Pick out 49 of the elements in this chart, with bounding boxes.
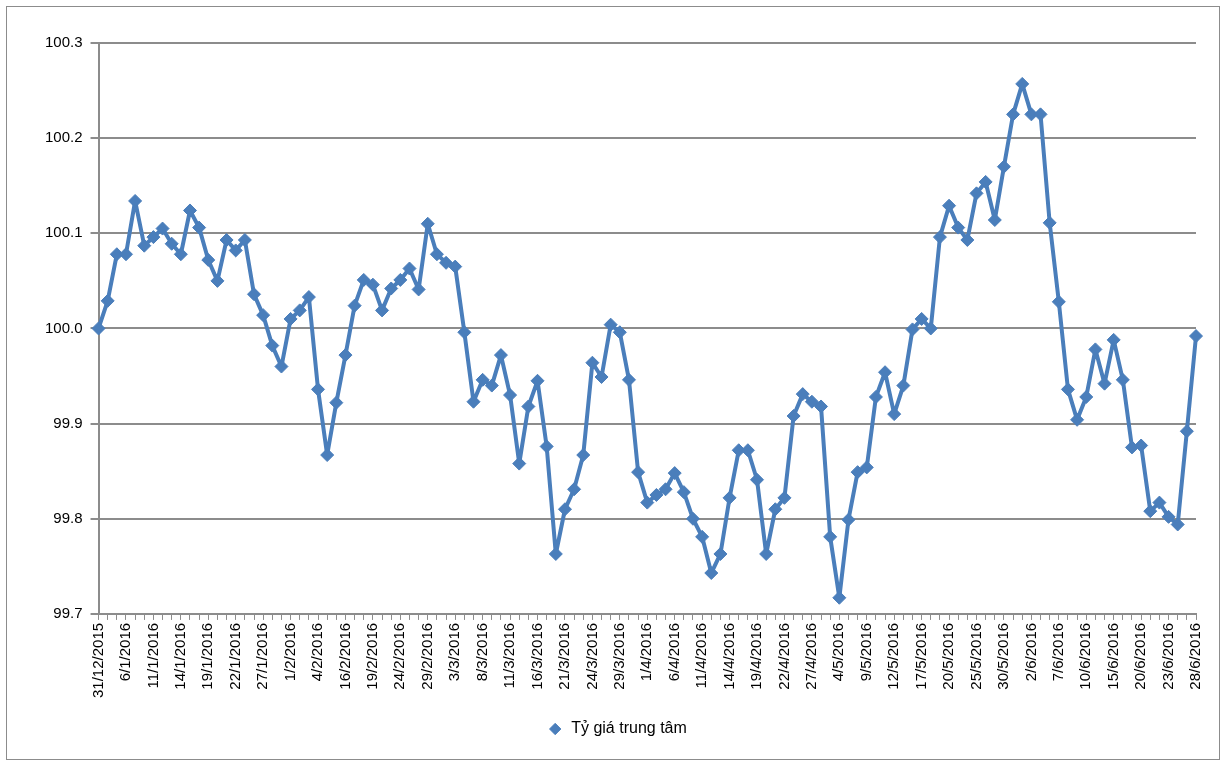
x-tick-label: 27/4/2016 bbox=[802, 622, 820, 690]
x-tick-label: 6/4/2016 bbox=[664, 622, 682, 682]
x-tick-label: 30/5/2016 bbox=[994, 622, 1012, 690]
y-tick-label: 99.7 bbox=[53, 604, 83, 622]
x-tick-label: 20/5/2016 bbox=[939, 622, 957, 690]
y-tick-label: 99.9 bbox=[53, 413, 83, 431]
x-tick-label: 23/6/2016 bbox=[1158, 622, 1176, 690]
x-tick-label: 12/5/2016 bbox=[884, 622, 902, 690]
x-tick-label: 3/3/2016 bbox=[445, 622, 463, 682]
y-tick-label: 100.3 bbox=[44, 33, 83, 51]
x-tick-label: 10/6/2016 bbox=[1076, 622, 1094, 690]
x-tick-label: 28/6/2016 bbox=[1186, 622, 1204, 690]
x-tick-label: 2/6/2016 bbox=[1021, 622, 1039, 682]
y-tick-label: 99.8 bbox=[53, 508, 83, 526]
x-tick-label: 14/1/2016 bbox=[170, 622, 188, 690]
x-tick-label: 16/2/2016 bbox=[335, 622, 353, 690]
y-tick-label: 100.2 bbox=[44, 128, 83, 146]
x-tick-label: 19/2/2016 bbox=[363, 622, 381, 690]
x-tick-label: 24/2/2016 bbox=[390, 622, 408, 690]
x-tick-label: 16/3/2016 bbox=[527, 622, 545, 690]
x-tick-label: 14/4/2016 bbox=[719, 622, 737, 690]
x-tick-label: 19/1/2016 bbox=[198, 622, 216, 690]
x-tick-label: 11/4/2016 bbox=[692, 622, 710, 689]
x-tick-label: 20/6/2016 bbox=[1131, 622, 1149, 690]
y-tick-label: 100.1 bbox=[44, 223, 83, 241]
x-tick-label: 9/5/2016 bbox=[856, 622, 874, 682]
x-tick-label: 4/2/2016 bbox=[308, 622, 326, 682]
x-tick-label: 21/3/2016 bbox=[555, 622, 573, 690]
x-tick-label: 29/2/2016 bbox=[417, 622, 435, 690]
x-tick-label: 1/2/2016 bbox=[280, 622, 298, 682]
x-tick-label: 11/3/2016 bbox=[500, 622, 518, 689]
x-tick-label: 29/3/2016 bbox=[609, 622, 627, 690]
x-tick-label: 8/3/2016 bbox=[472, 622, 490, 682]
x-tick-label: 15/6/2016 bbox=[1103, 622, 1121, 690]
y-tick-label: 100.0 bbox=[44, 318, 83, 336]
x-tick-label: 24/3/2016 bbox=[582, 622, 600, 690]
x-tick-label: 17/5/2016 bbox=[911, 622, 929, 690]
x-tick-label: 6/1/2016 bbox=[116, 622, 134, 682]
x-tick-label: 7/6/2016 bbox=[1048, 622, 1066, 682]
x-tick-label: 1/4/2016 bbox=[637, 622, 655, 682]
x-tick-label: 22/4/2016 bbox=[774, 622, 792, 690]
x-tick-label: 19/4/2016 bbox=[747, 622, 765, 690]
x-tick-label: 31/12/2015 bbox=[88, 622, 106, 698]
x-tick-label: 11/1/2016 bbox=[143, 622, 161, 689]
x-tick-label: 22/1/2016 bbox=[225, 622, 243, 690]
x-tick-label: 25/5/2016 bbox=[966, 622, 984, 690]
x-tick-label: 4/5/2016 bbox=[829, 622, 847, 682]
legend-label: Tỷ giá trung tâm bbox=[571, 719, 687, 737]
x-tick-label: 27/1/2016 bbox=[253, 622, 271, 690]
